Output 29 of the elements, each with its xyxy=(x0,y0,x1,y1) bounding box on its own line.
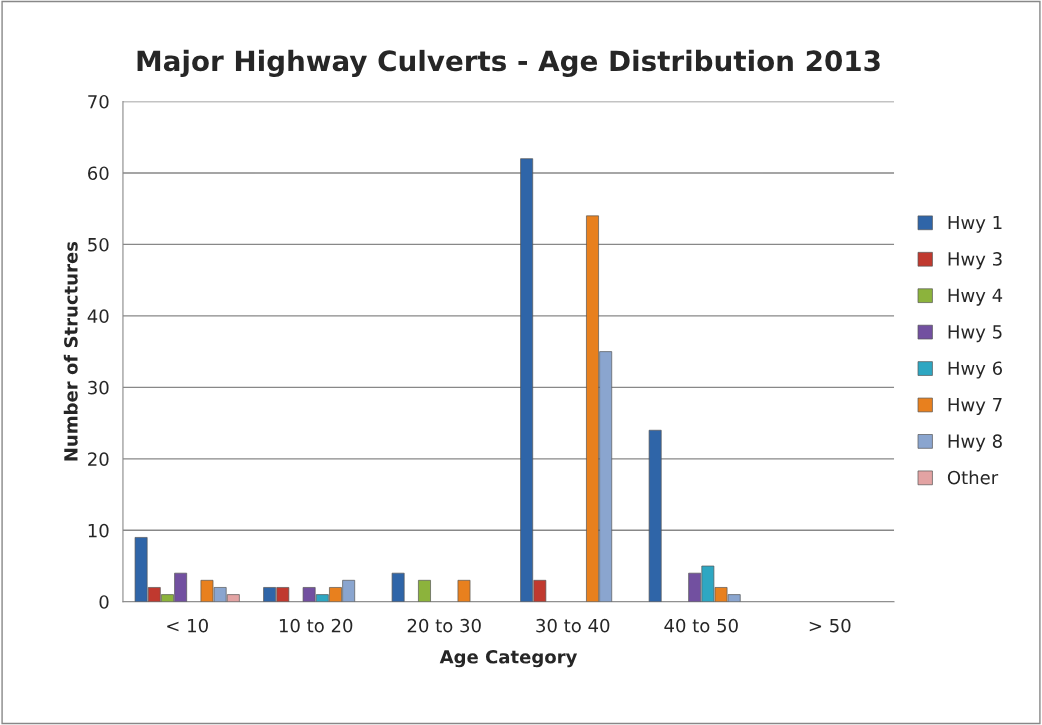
legend-label: Hwy 7 xyxy=(948,398,1002,416)
y-tick-label: 30 xyxy=(88,380,109,395)
legend-label: Hwy 3 xyxy=(948,252,1002,270)
legend-label: Hwy 8 xyxy=(948,434,1002,452)
x-axis-title: Age Category xyxy=(439,649,578,668)
y-tick-label: 20 xyxy=(88,452,109,466)
legend-label: Hwy 6 xyxy=(948,361,1003,379)
y-tick-label: 40 xyxy=(87,309,109,324)
y-axis-title: Number of Structures xyxy=(63,241,78,461)
chart-title: Major Highway Culverts - Age Distribution 2013 xyxy=(137,49,880,77)
bar xyxy=(457,579,471,602)
x-tick-label: 40 to 50 xyxy=(664,618,738,633)
y-tick-label: 60 xyxy=(88,166,109,181)
x-tick-label: < 10 xyxy=(167,618,208,633)
x-tick-label: 20 to 30 xyxy=(407,618,481,633)
bar xyxy=(418,579,431,602)
y-tick-label: 70 xyxy=(88,94,109,109)
y-tick-label: 10 xyxy=(88,523,109,538)
x-tick-label: 10 to 20 xyxy=(279,618,353,633)
bar xyxy=(648,429,662,602)
legend-label: Hwy 4 xyxy=(948,288,1003,306)
y-tick-label: 50 xyxy=(88,237,109,252)
x-tick-label: > 50 xyxy=(809,618,851,633)
x-tick-label: 30 to 40 xyxy=(536,618,610,633)
bar xyxy=(391,572,405,602)
y-tick-label: 0 xyxy=(99,595,109,609)
legend-label: Other xyxy=(947,470,999,485)
legend-label: Hwy 5 xyxy=(948,325,1002,343)
legend-label: Hwy 1 xyxy=(948,215,1002,233)
